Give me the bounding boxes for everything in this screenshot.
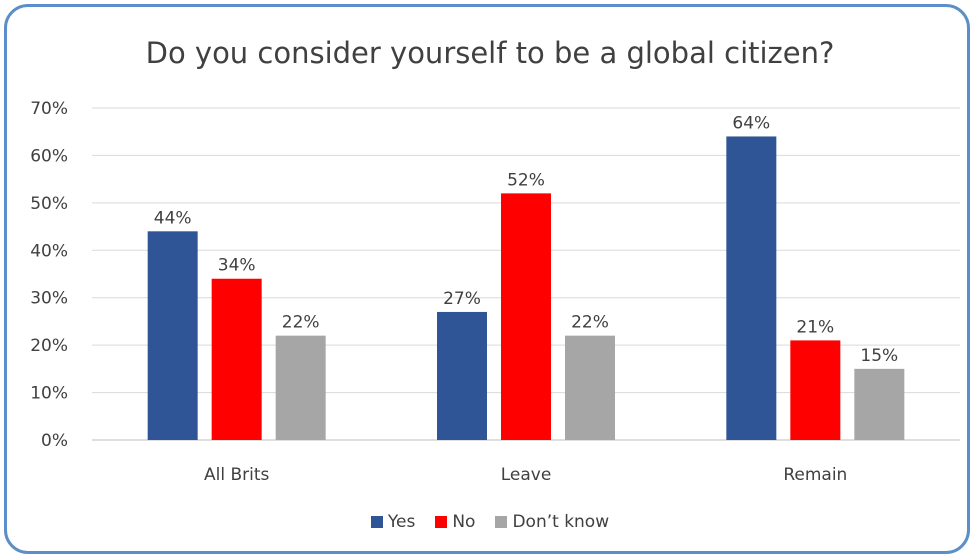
category-label-all-brits: All Brits bbox=[204, 465, 270, 485]
legend-label-no: No bbox=[452, 512, 476, 532]
category-label-leave: Leave bbox=[501, 465, 552, 485]
legend-item-yes: Yes bbox=[370, 512, 416, 532]
data-label: 52% bbox=[507, 170, 545, 190]
y-tick-label: 50% bbox=[30, 194, 68, 214]
bar-yes-leave bbox=[437, 311, 487, 440]
bar-don-t-know-leave bbox=[565, 335, 615, 440]
legend-label-yes: Yes bbox=[387, 512, 416, 532]
y-tick-label: 0% bbox=[41, 431, 68, 451]
data-label: 21% bbox=[796, 317, 834, 337]
legend-swatch-dont-know bbox=[495, 516, 508, 528]
legend-swatch-no bbox=[435, 516, 448, 528]
bar-don-t-know-all-brits bbox=[275, 335, 326, 440]
y-tick-label: 30% bbox=[30, 289, 68, 309]
data-label: 34% bbox=[218, 256, 256, 276]
y-tick-label: 20% bbox=[30, 336, 68, 356]
y-tick-label: 70% bbox=[30, 99, 68, 119]
legend: Yes No Don’t know bbox=[0, 512, 980, 532]
chart-title: Do you consider yourself to be a global … bbox=[145, 36, 835, 70]
bar-no-remain bbox=[790, 340, 841, 440]
data-label: 22% bbox=[282, 313, 320, 333]
bar-no-leave bbox=[501, 193, 551, 440]
data-label: 44% bbox=[154, 208, 192, 228]
y-tick-label: 40% bbox=[30, 241, 68, 261]
data-label: 64% bbox=[732, 113, 770, 133]
bar-don-t-know-remain bbox=[854, 368, 905, 440]
bar-no-all-brits bbox=[211, 278, 262, 440]
legend-swatch-yes bbox=[370, 516, 383, 528]
y-tick-label: 60% bbox=[30, 146, 68, 166]
data-label: 27% bbox=[443, 289, 481, 309]
category-label-remain: Remain bbox=[783, 465, 847, 485]
bar-yes-all-brits bbox=[147, 231, 198, 440]
legend-label-dont-know: Don’t know bbox=[512, 512, 610, 532]
data-label: 15% bbox=[860, 346, 898, 366]
data-label: 22% bbox=[571, 313, 609, 333]
legend-item-no: No bbox=[435, 512, 475, 532]
bar-yes-remain bbox=[726, 136, 777, 440]
legend-item-dont-know: Don’t know bbox=[495, 512, 609, 532]
y-tick-label: 10% bbox=[30, 384, 68, 404]
